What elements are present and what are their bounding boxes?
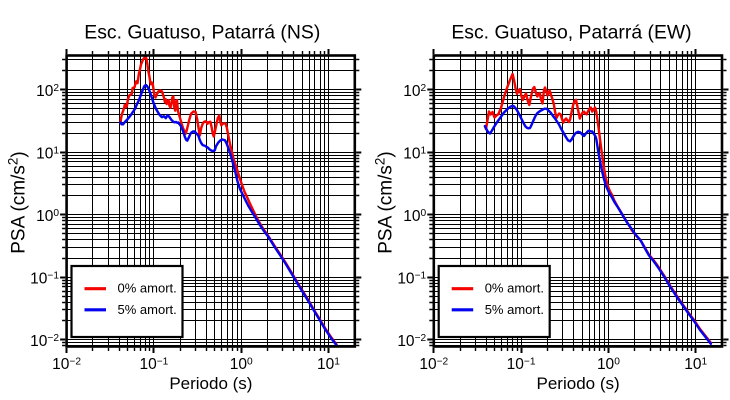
svg-text:0% amort.: 0% amort.	[118, 281, 177, 296]
svg-text:PSA (cm/s2): PSA (cm/s2)	[373, 151, 397, 254]
svg-text:Esc. Guatuso, Patarrá (NS): Esc. Guatuso, Patarrá (NS)	[84, 21, 320, 43]
svg-text:Esc. Guatuso, Patarrá (EW): Esc. Guatuso, Patarrá (EW)	[451, 21, 691, 43]
svg-text:PSA (cm/s2): PSA (cm/s2)	[6, 151, 30, 254]
svg-text:0% amort.: 0% amort.	[485, 281, 544, 296]
svg-text:Periodo (s): Periodo (s)	[537, 374, 620, 393]
svg-text:5% amort.: 5% amort.	[485, 302, 544, 317]
svg-text:Periodo (s): Periodo (s)	[169, 374, 252, 393]
svg-text:5% amort.: 5% amort.	[118, 302, 177, 317]
